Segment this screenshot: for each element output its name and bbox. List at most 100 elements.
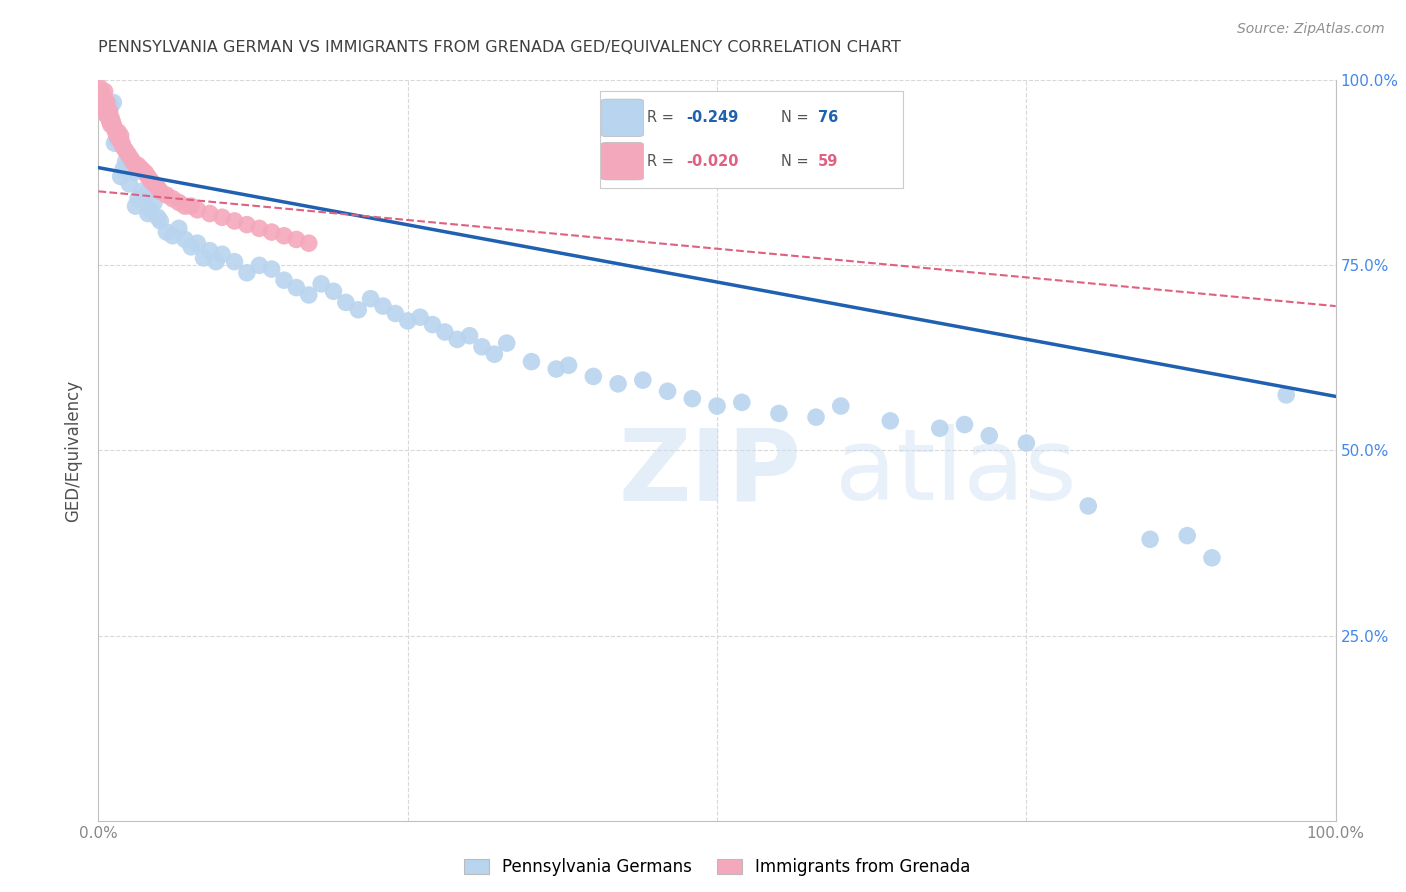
Point xyxy=(120,151,142,165)
Point xyxy=(335,295,357,310)
Point xyxy=(96,95,118,110)
Point xyxy=(273,228,295,243)
Point xyxy=(94,99,117,113)
Point xyxy=(298,288,321,302)
Point xyxy=(174,232,197,246)
Point xyxy=(110,169,132,184)
Point xyxy=(371,299,394,313)
Point xyxy=(136,169,159,184)
Point xyxy=(1077,499,1099,513)
Text: atlas: atlas xyxy=(835,425,1076,521)
Point xyxy=(114,144,136,158)
Point xyxy=(322,285,344,299)
Y-axis label: GED/Equivalency: GED/Equivalency xyxy=(65,379,83,522)
Point xyxy=(224,254,246,268)
Point xyxy=(186,236,208,251)
Point xyxy=(89,80,111,95)
Point xyxy=(122,166,145,180)
Point xyxy=(1015,436,1038,450)
Point xyxy=(495,336,517,351)
Point xyxy=(143,177,166,191)
Point xyxy=(117,147,139,161)
Point xyxy=(108,132,131,146)
Point xyxy=(103,121,125,136)
Point xyxy=(384,306,406,320)
Point xyxy=(98,114,121,128)
Point xyxy=(103,95,125,110)
Point xyxy=(731,395,754,409)
Point xyxy=(879,414,901,428)
Point xyxy=(247,259,270,273)
Point xyxy=(139,173,162,187)
Point xyxy=(112,140,135,154)
Point xyxy=(211,247,233,261)
Point xyxy=(360,292,382,306)
Point xyxy=(101,114,124,128)
Point xyxy=(134,188,156,202)
Point xyxy=(93,95,115,110)
Point xyxy=(131,162,153,177)
Point xyxy=(433,325,456,339)
Point xyxy=(471,340,494,354)
Point xyxy=(93,99,115,113)
Point xyxy=(100,99,122,113)
Point xyxy=(520,354,543,368)
Point xyxy=(236,218,259,232)
Point xyxy=(162,192,184,206)
Point xyxy=(631,373,654,387)
Point xyxy=(260,262,283,277)
Point xyxy=(103,118,125,132)
Point xyxy=(247,221,270,235)
Point xyxy=(582,369,605,384)
Point xyxy=(458,328,481,343)
Point xyxy=(211,211,233,225)
Point xyxy=(768,407,790,421)
Point xyxy=(1139,533,1161,547)
Point xyxy=(198,244,221,258)
Point xyxy=(804,410,827,425)
Point xyxy=(273,273,295,287)
Point xyxy=(97,106,120,120)
Point xyxy=(93,84,115,98)
Point xyxy=(134,166,156,180)
Point xyxy=(122,154,145,169)
Point xyxy=(146,180,169,194)
Point xyxy=(127,192,149,206)
Point xyxy=(124,158,146,172)
Point xyxy=(100,111,122,125)
Point xyxy=(167,221,190,235)
Point xyxy=(91,88,114,103)
Point xyxy=(174,199,197,213)
Point xyxy=(198,206,221,220)
Text: PENNSYLVANIA GERMAN VS IMMIGRANTS FROM GRENADA GED/EQUIVALENCY CORRELATION CHART: PENNSYLVANIA GERMAN VS IMMIGRANTS FROM G… xyxy=(98,40,901,55)
Point xyxy=(285,232,308,246)
Point xyxy=(90,84,112,98)
Point xyxy=(285,280,308,294)
Point xyxy=(155,188,177,202)
Point xyxy=(309,277,332,291)
Point xyxy=(131,185,153,199)
Point xyxy=(105,132,128,146)
Point xyxy=(112,162,135,177)
Point xyxy=(396,314,419,328)
Point xyxy=(236,266,259,280)
Point xyxy=(657,384,679,399)
Point xyxy=(186,202,208,217)
Point xyxy=(149,214,172,228)
Point xyxy=(118,177,141,191)
Point xyxy=(143,195,166,210)
Point xyxy=(111,136,134,151)
Point xyxy=(104,125,127,139)
Text: Source: ZipAtlas.com: Source: ZipAtlas.com xyxy=(1237,22,1385,37)
Point xyxy=(979,428,1001,442)
Point xyxy=(607,376,630,391)
Point xyxy=(139,202,162,217)
Point xyxy=(484,347,506,361)
Point xyxy=(409,310,432,325)
Point xyxy=(100,118,122,132)
Point xyxy=(260,225,283,239)
Point xyxy=(347,302,370,317)
Point xyxy=(162,228,184,243)
Point xyxy=(136,206,159,220)
Text: ZIP: ZIP xyxy=(619,425,801,521)
